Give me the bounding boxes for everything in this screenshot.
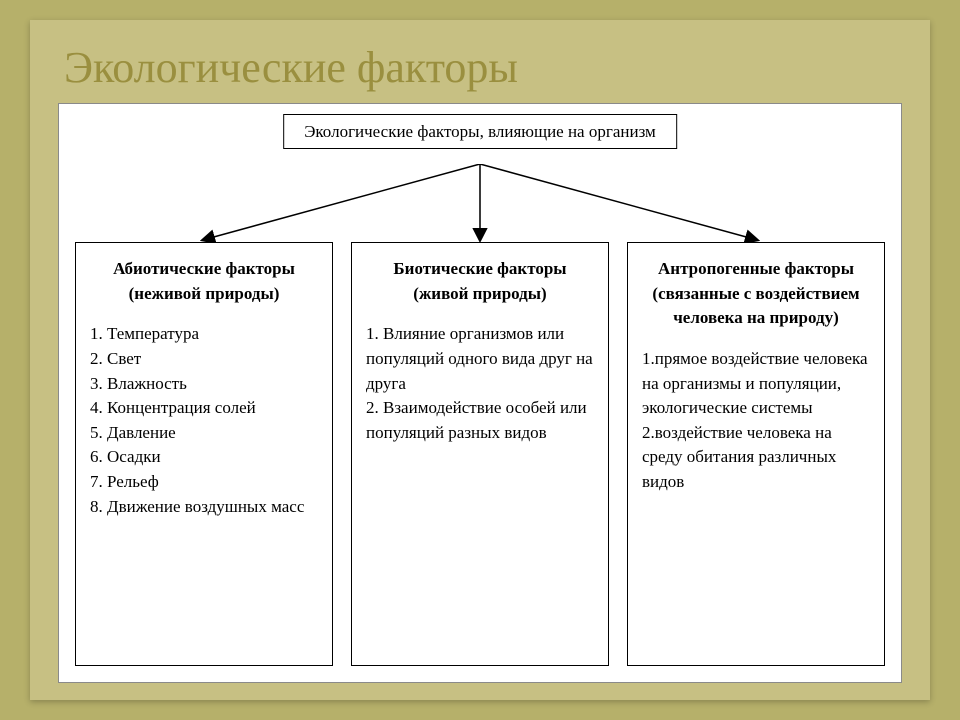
slide-title: Экологические факторы <box>64 42 902 93</box>
column-heading: Биотические факторы (живой природы) <box>366 257 594 306</box>
column-biotic: Биотические факторы (живой природы) 1. В… <box>351 242 609 666</box>
column-body: 1. Влияние организмов или популяций одно… <box>366 322 594 445</box>
column-heading: Абиотические факторы (неживой природы) <box>90 257 318 306</box>
column-anthropogenic: Антропогенные факторы (связанные с возде… <box>627 242 885 666</box>
column-body: 1. Температура 2. Свет 3. Влажность 4. К… <box>90 322 318 519</box>
column-heading: Антропогенные факторы (связанные с возде… <box>642 257 870 331</box>
column-body: 1.прямое воздействие человека на организ… <box>642 347 870 495</box>
slide-frame: Экологические факторы Экологические факт… <box>30 20 930 700</box>
columns-row: Абиотические факторы (неживой природы) 1… <box>75 242 885 666</box>
diagram-container: Экологические факторы, влияющие на орган… <box>58 103 902 683</box>
column-abiotic: Абиотические факторы (неживой природы) 1… <box>75 242 333 666</box>
root-node: Экологические факторы, влияющие на орган… <box>283 114 677 149</box>
root-node-text: Экологические факторы, влияющие на орган… <box>304 122 656 141</box>
tree-arrows <box>59 164 901 244</box>
